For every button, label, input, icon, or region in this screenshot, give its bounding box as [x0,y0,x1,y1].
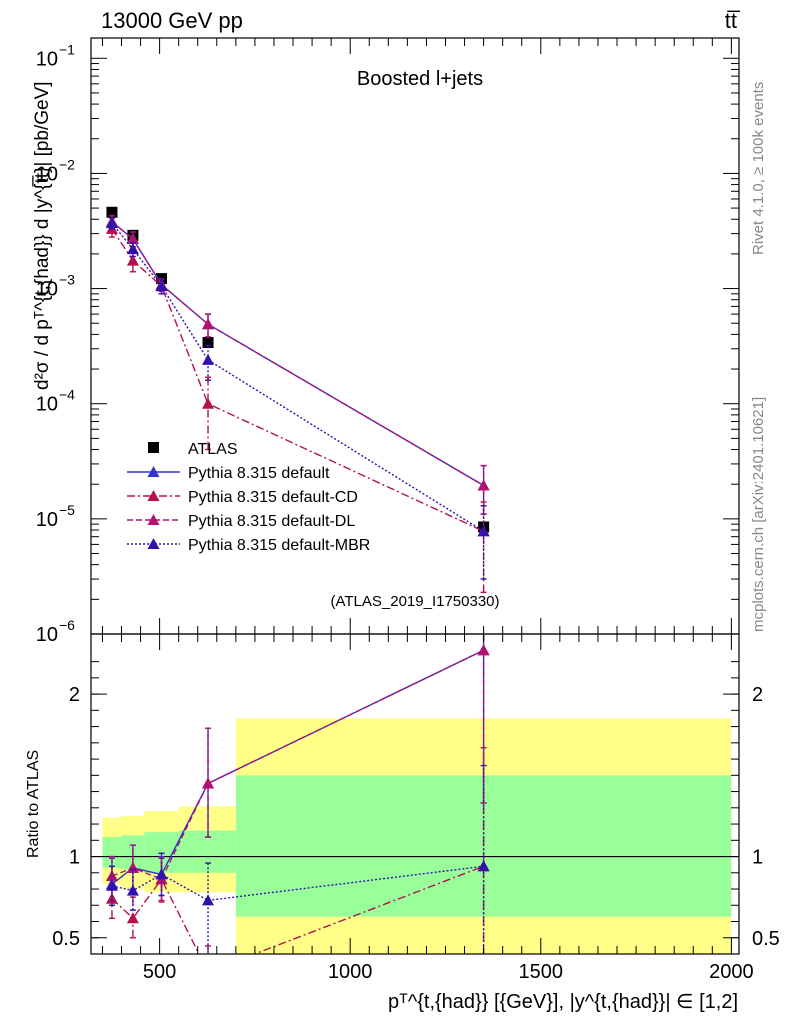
ratio-mbr-point [202,894,215,906]
main-mbr-point [202,353,215,365]
x-axis: 500 1000 1500 2000 [101,38,754,983]
main-panel: 10−610−510−410−310−210−1 Boosted l+jets … [32,37,740,646]
legend-label-mbr: Pythia 8.315 default-MBR [188,537,370,554]
legend-marker-atlas [148,442,159,453]
ratio-panel: 0.5 0.5 1 1 2 2 500 1000 1500 2000 Ratio to ATLA… [25,38,780,1013]
main-dl-point [126,232,139,244]
main-dl-point [477,479,490,491]
ratio-y-tick-label-right: 2 [752,684,763,706]
x-axis-label: pᵀ^{t,{had}} [{GeV}], |y^{t,{had}}| ∈ [1… [388,991,738,1013]
main-dl-line [111,221,484,487]
ratio-y-label: Ratio to ATLAS [25,750,42,858]
main-y-tick-exponent: −6 [59,617,75,633]
legend-marker-default [147,466,160,477]
ratio-y-tick-label: 0.5 [52,928,80,950]
main-atlas-point [202,337,214,349]
ratio-dl-point [477,644,490,656]
main-default-line [111,221,484,487]
main-mbr-point [477,525,490,537]
main-y-tick-exponent: −3 [59,272,75,288]
main-title: Boosted l+jets [357,68,483,90]
legend-marker-dl [147,514,160,525]
legend-label-cd: Pythia 8.315 default-CD [188,489,358,506]
ratio-mbr-line [111,865,484,902]
x-tick-label: 500 [143,961,176,983]
main-dl-point [202,318,215,330]
main-y-tick-label: 10 [36,394,58,416]
ratio-y-tick-label-right: 1 [752,847,763,869]
ratio-cd-point [202,966,214,977]
main-mbr-point [126,243,139,255]
x-tick-label: 2000 [709,961,754,983]
main-y-tick-label: 10 [36,509,58,531]
legend-label-atlas: ATLAS [188,441,238,458]
ratio-frame [90,633,740,955]
main-mbr-point [105,217,118,229]
main-atlas-point [106,206,118,218]
ratio-mbr-point [155,868,168,880]
ratio-cd-point [126,912,139,924]
ratio-mbr-point [477,860,490,872]
ratio-mbr-point [126,884,139,896]
legend: ATLAS Pythia 8.315 default Pythia 8.315 de… [127,441,370,554]
main-y-tick-exponent: −1 [59,41,75,57]
main-y-tick-label: 10 [36,48,58,70]
main-cd-line [111,228,484,532]
main-y-tick-label: 10 [36,279,58,301]
main-y-tick-exponent: −4 [59,387,75,403]
ratio-y-tick-label: 1 [69,847,80,869]
energy-label: 13000 GeV pp [101,8,243,33]
process-label: tt̅ [725,8,741,33]
rivet-label: Rivet 4.1.0, ≥ 100k events [750,82,767,255]
ratio-y-tick-label-right: 0.5 [752,928,780,950]
legend-label-default: Pythia 8.315 default [188,465,330,482]
ratio-plot-area [91,634,739,977]
ratio-uncertainty-band-inner [102,837,122,868]
ratio-y-tick-label: 2 [69,684,80,706]
reference-label: (ATLAS_2019_I1750330) [330,593,499,610]
ratio-mbr-point [105,879,118,891]
main-y-tick-exponent: −2 [59,156,75,172]
main-cd-point [202,397,215,409]
main-y-tick-label: 10 [36,624,58,646]
ratio-y-axis: 0.5 0.5 1 1 2 2 [52,661,780,950]
main-y-label: d²σ / d pᵀ^{t,{had}} d |y^{t̅t}| [pb/GeV… [32,81,53,390]
x-tick-label: 1500 [519,961,564,983]
main-mbr-point [155,280,168,292]
legend-marker-cd [147,490,160,501]
main-y-tick-exponent: −5 [59,502,75,518]
main-y-tick-label: 10 [36,163,58,185]
legend-marker-mbr [147,538,160,549]
ratio-dl-line [111,649,484,881]
x-tick-label: 1000 [328,961,373,983]
ratio-dl-point [202,777,215,789]
mcplots-label: mcplots.cern.ch [arXiv:2401.10621] [750,397,767,632]
legend-label-dl: Pythia 8.315 default-DL [188,513,355,530]
main-plot-area [105,206,490,594]
main-cd-point [126,254,139,266]
main-y-axis: 10−610−510−410−310−210−1 [36,41,739,646]
